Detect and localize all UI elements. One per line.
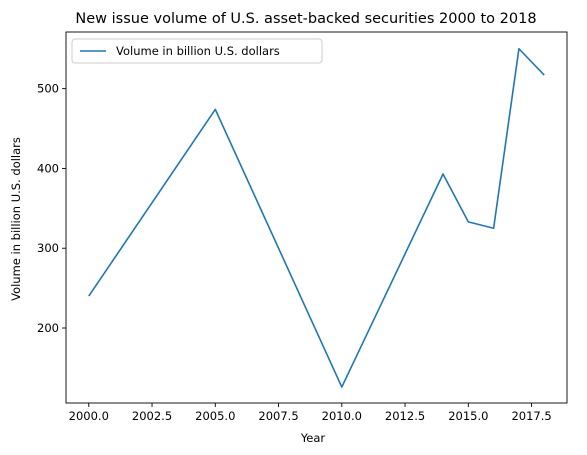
x-tick-label: 2007.5 [258,409,298,423]
y-tick-label: 500 [37,82,59,96]
x-tick-label: 2000.0 [69,409,109,423]
y-tick-label: 400 [37,161,59,175]
chart-title: New issue volume of U.S. asset-backed se… [75,11,536,27]
series-line-0 [88,47,545,388]
legend-label: Volume in billion U.S. dollars [116,44,280,58]
x-axis-label: Year [300,431,326,445]
x-tick-label: 2010.0 [322,409,362,423]
plot-frame [65,31,568,404]
legend-box [71,38,323,64]
plot-area: 2000.0 2002.5 2005.0 2007.5 2010.0 2012.5 2015… [37,31,568,423]
x-tick-label: 2012.5 [385,409,425,423]
x-tick-label: 2005.0 [195,409,235,423]
x-tick-label: 2015.0 [448,409,488,423]
y-tick-label: 300 [37,241,59,255]
x-tick-label: 2002.5 [132,409,172,423]
x-tick-label: 2017.5 [511,409,551,423]
y-axis-label: Volume in billion U.S. dollars [9,137,23,301]
y-tick-label: 200 [37,321,59,335]
